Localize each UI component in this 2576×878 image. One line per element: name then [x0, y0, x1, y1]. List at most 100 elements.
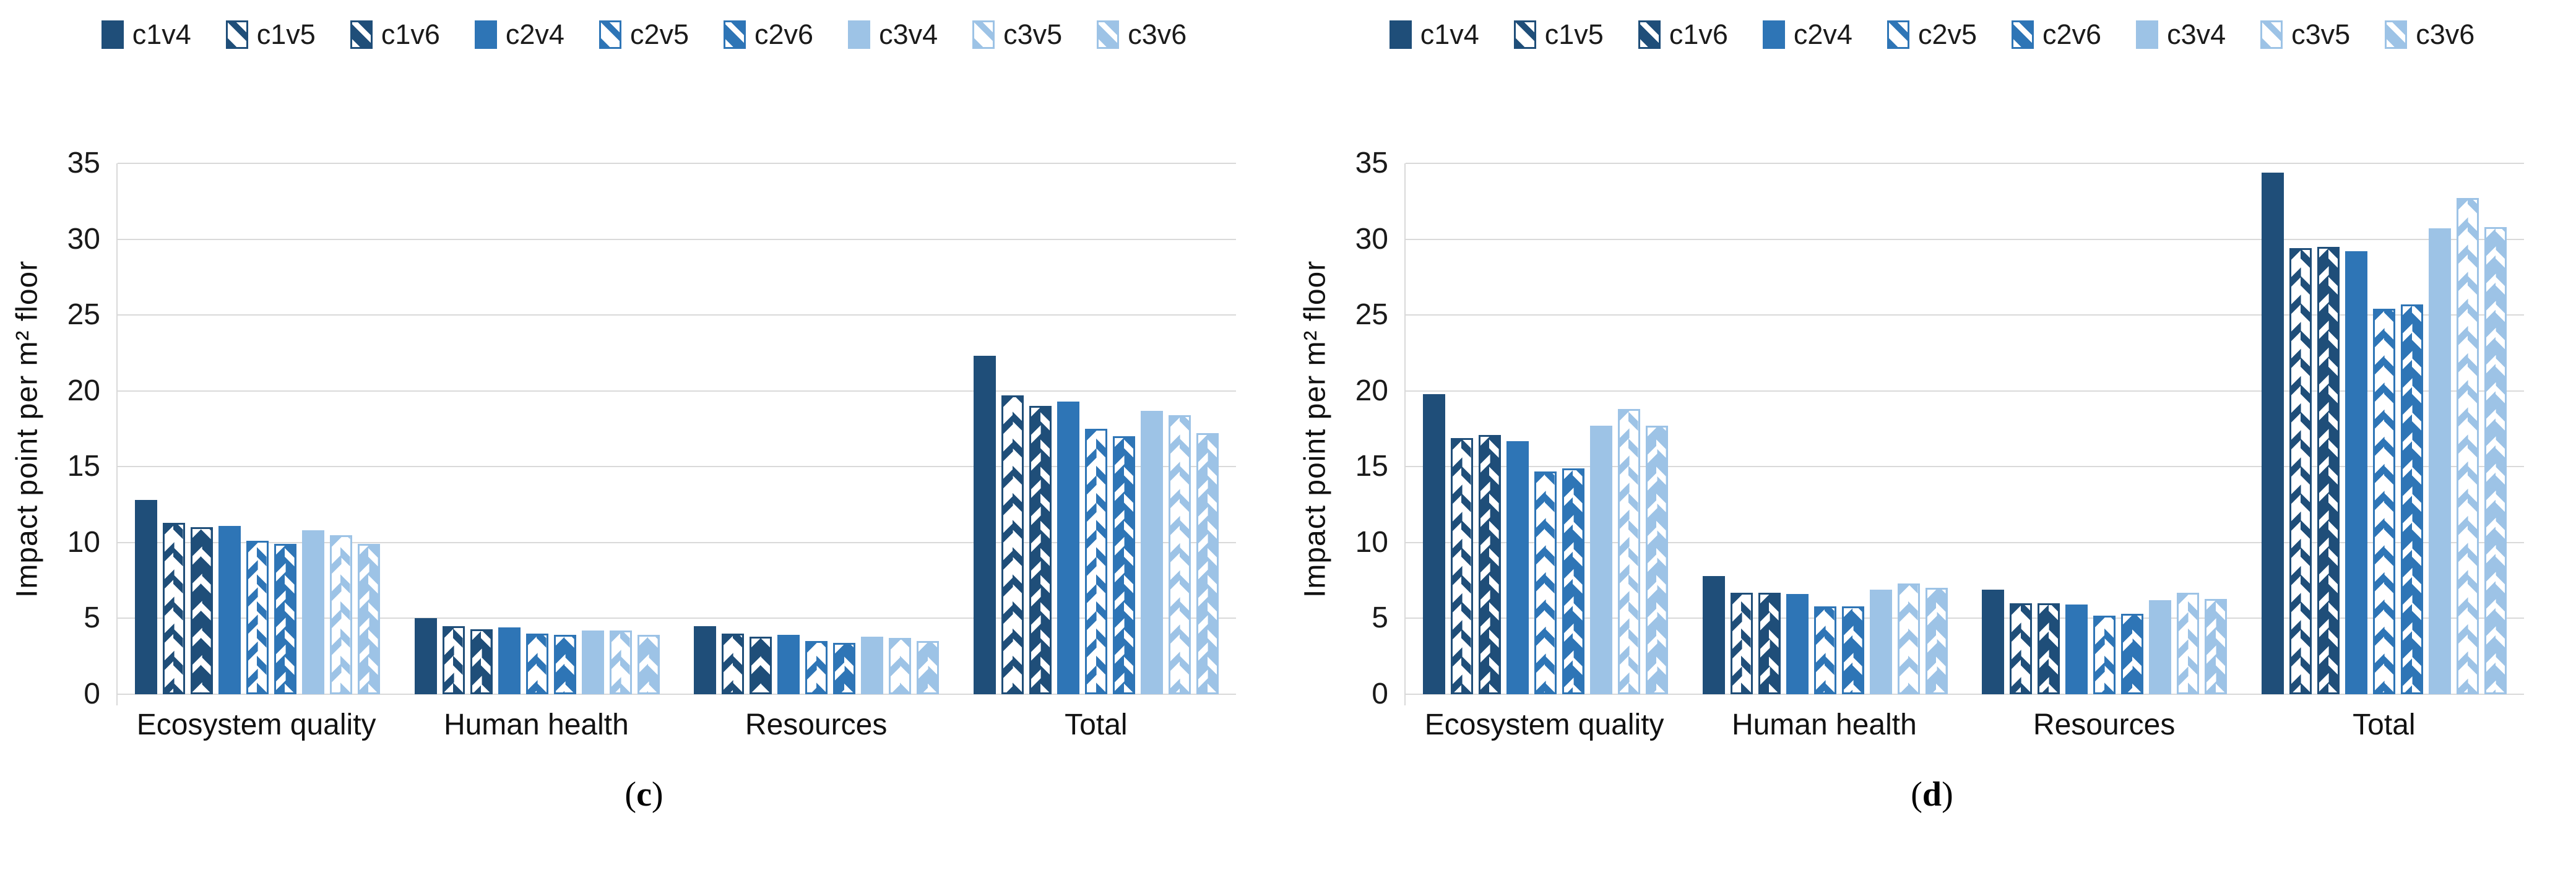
- bar-c3v4: [861, 636, 884, 694]
- bar-c2v6: [1113, 436, 1136, 694]
- bar-c2v6: [274, 544, 296, 694]
- bar-c1v4: [694, 626, 717, 694]
- legend-swatch-v6-icon: [1638, 20, 1661, 49]
- bar-c2v5: [805, 641, 828, 694]
- panel-c: c1v4 c1v5 c1v6 c2v4 c2v5 c2v6 c3v4 c3v5 c3v6 Imp…: [0, 19, 1288, 814]
- legend-item-c2v4: c2v4: [1762, 19, 1852, 51]
- bar-c3v5: [329, 535, 352, 694]
- bar-group-3: [956, 163, 1236, 694]
- legend-label: c3v5: [1003, 19, 1063, 50]
- y-tick-label: 5: [84, 601, 100, 635]
- bar-group-0: [1406, 163, 1685, 694]
- caption-c: (c): [0, 775, 1288, 814]
- bar-c2v4: [1506, 441, 1529, 694]
- legend-swatch-v5-icon: [972, 20, 995, 49]
- legend-swatch-v5-icon: [225, 20, 248, 49]
- bar-c3v6: [2484, 226, 2507, 694]
- bar-c1v5: [722, 633, 745, 694]
- panel-d: c1v4 c1v5 c1v6 c2v4 c2v5 c2v6 c3v4 c3v5 c3v6 Imp…: [1288, 0, 2576, 878]
- y-tick-label: 0: [1372, 678, 1388, 710]
- bar-c2v4: [2345, 251, 2368, 694]
- y-tick-label: 15: [67, 450, 100, 483]
- legend-swatch-v6-icon: [350, 20, 373, 49]
- gridline: [1406, 390, 2524, 392]
- y-tick-label: 30: [67, 222, 100, 256]
- legend-swatch-v4-icon: [1762, 20, 1785, 49]
- bar-c1v4: [1982, 589, 2005, 694]
- x-axis: Ecosystem quality Human health Resources To…: [0, 708, 1288, 749]
- bar-c3v5: [2177, 592, 2200, 694]
- bar-c3v4: [1869, 589, 1892, 694]
- y-tick-label: 35: [67, 147, 100, 179]
- x-axis-labels: Ecosystem quality Human health Resources To…: [116, 708, 1236, 749]
- legend-label: c1v5: [256, 19, 316, 50]
- y-tick-label: 25: [67, 298, 100, 332]
- gridline: [1406, 541, 2524, 543]
- legend-label: c3v6: [2416, 19, 2475, 50]
- y-tick-label: 10: [67, 525, 100, 559]
- bar-c3v6: [1645, 426, 1668, 694]
- legend-label: c2v6: [754, 19, 814, 50]
- bar-c1v5: [442, 626, 465, 694]
- x-axis-label: Total: [2353, 708, 2416, 741]
- gridline: [118, 390, 1236, 392]
- legend-label: c1v5: [1544, 19, 1604, 50]
- y-tick-label: 20: [67, 374, 100, 407]
- legend-item-c3v5: c3v5: [972, 19, 1062, 51]
- gridline: [1406, 466, 2524, 468]
- bar-c3v5: [1897, 583, 1920, 694]
- legend-label: c1v6: [381, 19, 440, 50]
- bar-c2v4: [498, 627, 521, 694]
- y-tick-label: 20: [1355, 374, 1388, 407]
- x-axis-label: Ecosystem quality: [1424, 708, 1664, 741]
- x-axis-label: Total: [1065, 708, 1128, 741]
- bar-c1v5: [1730, 592, 1753, 694]
- y-tick-label: 15: [1355, 450, 1388, 483]
- legend-item-c3v5: c3v5: [2260, 19, 2350, 51]
- caption-paren: ): [1942, 775, 1953, 814]
- gridline: [1406, 163, 2524, 164]
- bar-c1v5: [1001, 395, 1024, 694]
- legend-label: c3v5: [2291, 19, 2351, 50]
- y-axis-title: Impact point per m² floor: [11, 260, 44, 598]
- plot-area: [116, 163, 1236, 705]
- legend-item-c2v6: c2v6: [2012, 19, 2101, 51]
- bar-c2v5: [2093, 615, 2116, 694]
- x-axis-gutter: [1288, 708, 1404, 749]
- y-axis-tick-labels: 0 5 10 15 20 25 30 35: [54, 148, 116, 709]
- caption-letter: c: [636, 775, 652, 814]
- legend-label: c2v4: [1793, 19, 1852, 50]
- bar-c1v5: [2010, 603, 2033, 694]
- legend-label: c1v4: [1420, 19, 1479, 50]
- bar-c1v4: [134, 500, 157, 694]
- bar-c2v5: [1534, 471, 1557, 694]
- legend-swatch-v6-icon: [2012, 20, 2034, 49]
- legend-label: c3v6: [1128, 19, 1187, 50]
- bar-c1v6: [2317, 246, 2340, 694]
- bar-c2v4: [2065, 605, 2088, 694]
- bar-group-2: [1965, 163, 2245, 694]
- bar-c2v5: [1085, 429, 1108, 694]
- legend-swatch-v4-icon: [2136, 20, 2159, 49]
- bar-c2v4: [777, 635, 800, 694]
- caption-paren: ): [651, 775, 663, 814]
- bar-c2v6: [1841, 606, 1864, 694]
- bar-c2v6: [2121, 614, 2144, 694]
- legend-swatch-v4-icon: [848, 20, 871, 49]
- bar-group-0: [118, 163, 397, 694]
- legend-item-c2v6: c2v6: [724, 19, 813, 51]
- legend-swatch-v4-icon: [101, 20, 124, 49]
- legend-label: c3v4: [879, 19, 938, 50]
- bar-c1v6: [470, 629, 493, 694]
- bar-c1v6: [750, 636, 772, 694]
- caption-letter: d: [1922, 775, 1942, 814]
- bar-c2v6: [553, 635, 576, 694]
- bar-c3v4: [581, 631, 604, 694]
- y-tick-label: 25: [1355, 298, 1388, 332]
- gridline: [118, 466, 1236, 468]
- bar-group-1: [397, 163, 677, 694]
- legend-item-c1v6: c1v6: [1638, 19, 1728, 51]
- bar-c3v4: [301, 530, 324, 694]
- bar-c2v5: [525, 633, 548, 694]
